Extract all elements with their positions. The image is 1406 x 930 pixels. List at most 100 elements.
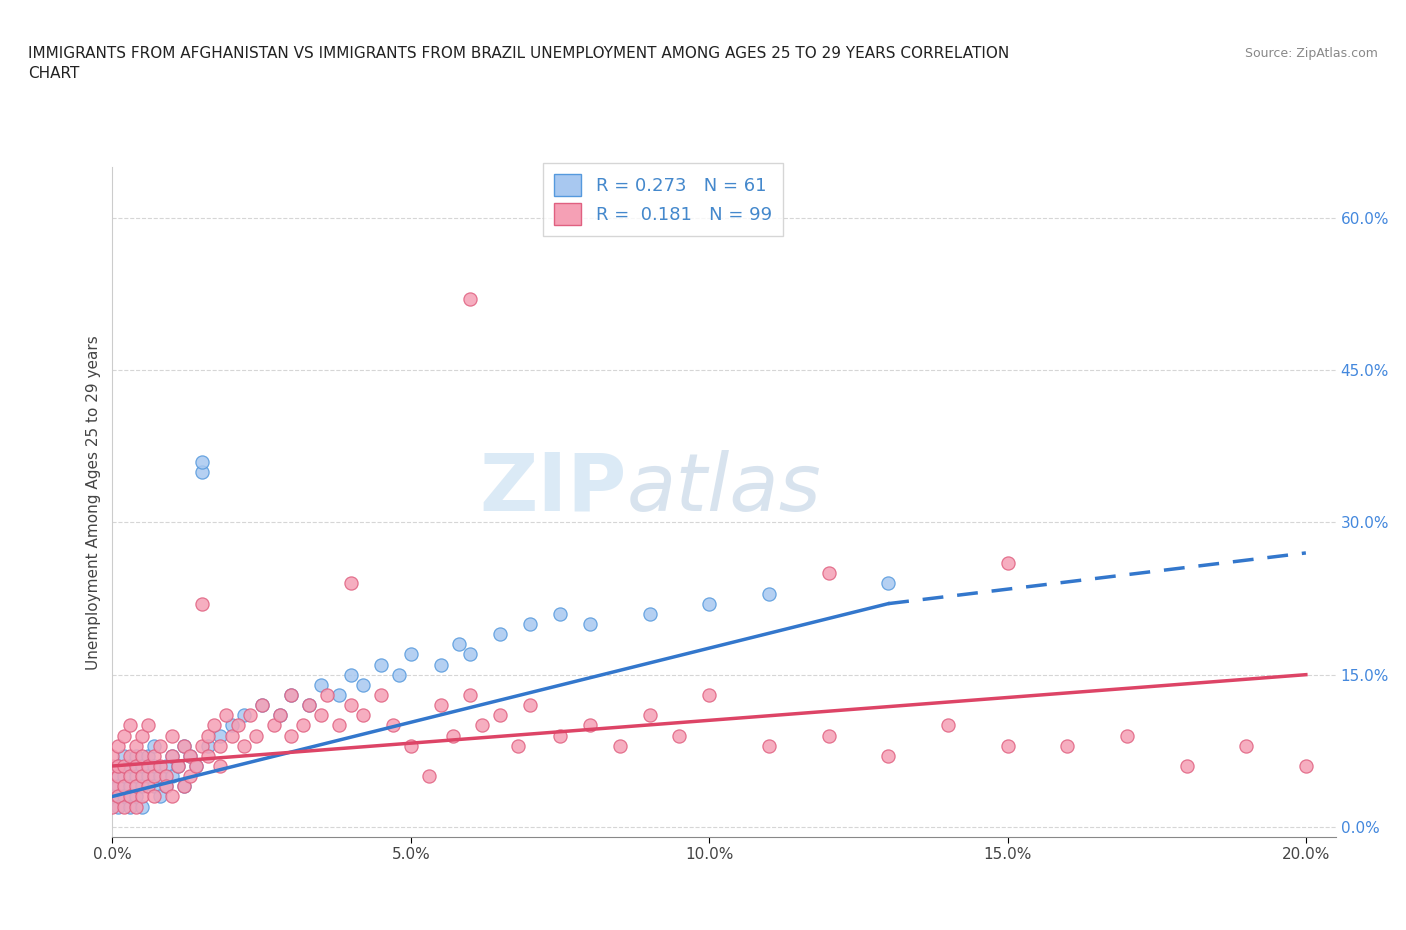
Point — [280, 728, 302, 743]
Point — [107, 738, 129, 753]
Point — [328, 718, 350, 733]
Point — [101, 789, 124, 804]
Point — [160, 769, 183, 784]
Point — [817, 728, 839, 743]
Point — [125, 769, 148, 784]
Point — [167, 759, 190, 774]
Point — [298, 698, 321, 712]
Point — [208, 759, 231, 774]
Point — [131, 789, 153, 804]
Point — [292, 718, 315, 733]
Point — [155, 778, 177, 793]
Point — [101, 749, 124, 764]
Point — [316, 687, 339, 702]
Point — [173, 778, 195, 793]
Point — [352, 677, 374, 692]
Point — [131, 769, 153, 784]
Point — [340, 576, 363, 591]
Point — [997, 555, 1019, 570]
Point — [429, 658, 451, 672]
Point — [269, 708, 291, 723]
Point — [101, 778, 124, 793]
Point — [112, 769, 135, 784]
Point — [125, 749, 148, 764]
Point — [149, 789, 172, 804]
Point — [1234, 738, 1257, 753]
Point — [548, 728, 571, 743]
Point — [112, 789, 135, 804]
Point — [155, 778, 177, 793]
Point — [143, 769, 166, 784]
Point — [208, 738, 231, 753]
Point — [215, 708, 238, 723]
Point — [250, 698, 273, 712]
Point — [250, 698, 273, 712]
Point — [173, 738, 195, 753]
Legend: Immigrants from Afghanistan, Immigrants from Brazil: Immigrants from Afghanistan, Immigrants … — [389, 925, 936, 930]
Point — [280, 687, 302, 702]
Point — [311, 677, 333, 692]
Point — [136, 718, 159, 733]
Point — [112, 749, 135, 764]
Point — [245, 728, 267, 743]
Point — [173, 738, 195, 753]
Point — [120, 789, 142, 804]
Point — [668, 728, 690, 743]
Point — [125, 799, 148, 814]
Point — [460, 647, 482, 662]
Point — [519, 698, 541, 712]
Point — [263, 718, 285, 733]
Point — [120, 718, 142, 733]
Point — [340, 698, 363, 712]
Point — [460, 687, 482, 702]
Point — [136, 778, 159, 793]
Point — [101, 769, 124, 784]
Point — [441, 728, 464, 743]
Point — [120, 769, 142, 784]
Point — [638, 708, 661, 723]
Point — [136, 769, 159, 784]
Point — [548, 606, 571, 621]
Point — [131, 799, 153, 814]
Point — [232, 708, 254, 723]
Point — [179, 749, 201, 764]
Point — [179, 769, 201, 784]
Point — [149, 759, 172, 774]
Point — [101, 799, 124, 814]
Point — [489, 708, 512, 723]
Point — [107, 799, 129, 814]
Point — [112, 778, 135, 793]
Point — [471, 718, 494, 733]
Point — [112, 728, 135, 743]
Point — [120, 799, 142, 814]
Point — [447, 637, 470, 652]
Point — [232, 738, 254, 753]
Point — [697, 687, 720, 702]
Point — [997, 738, 1019, 753]
Point — [638, 606, 661, 621]
Point — [936, 718, 959, 733]
Point — [460, 292, 482, 307]
Point — [143, 759, 166, 774]
Point — [208, 728, 231, 743]
Point — [202, 718, 225, 733]
Point — [120, 759, 142, 774]
Point — [160, 789, 183, 804]
Point — [149, 769, 172, 784]
Point — [352, 708, 374, 723]
Text: IMMIGRANTS FROM AFGHANISTAN VS IMMIGRANTS FROM BRAZIL UNEMPLOYMENT AMONG AGES 25: IMMIGRANTS FROM AFGHANISTAN VS IMMIGRANT… — [28, 46, 1010, 81]
Point — [579, 617, 602, 631]
Point — [125, 759, 148, 774]
Point — [226, 718, 249, 733]
Point — [370, 687, 392, 702]
Point — [388, 667, 411, 682]
Point — [519, 617, 541, 631]
Point — [167, 759, 190, 774]
Point — [370, 658, 392, 672]
Point — [120, 778, 142, 793]
Point — [107, 759, 129, 774]
Point — [125, 778, 148, 793]
Point — [197, 738, 219, 753]
Point — [143, 778, 166, 793]
Point — [429, 698, 451, 712]
